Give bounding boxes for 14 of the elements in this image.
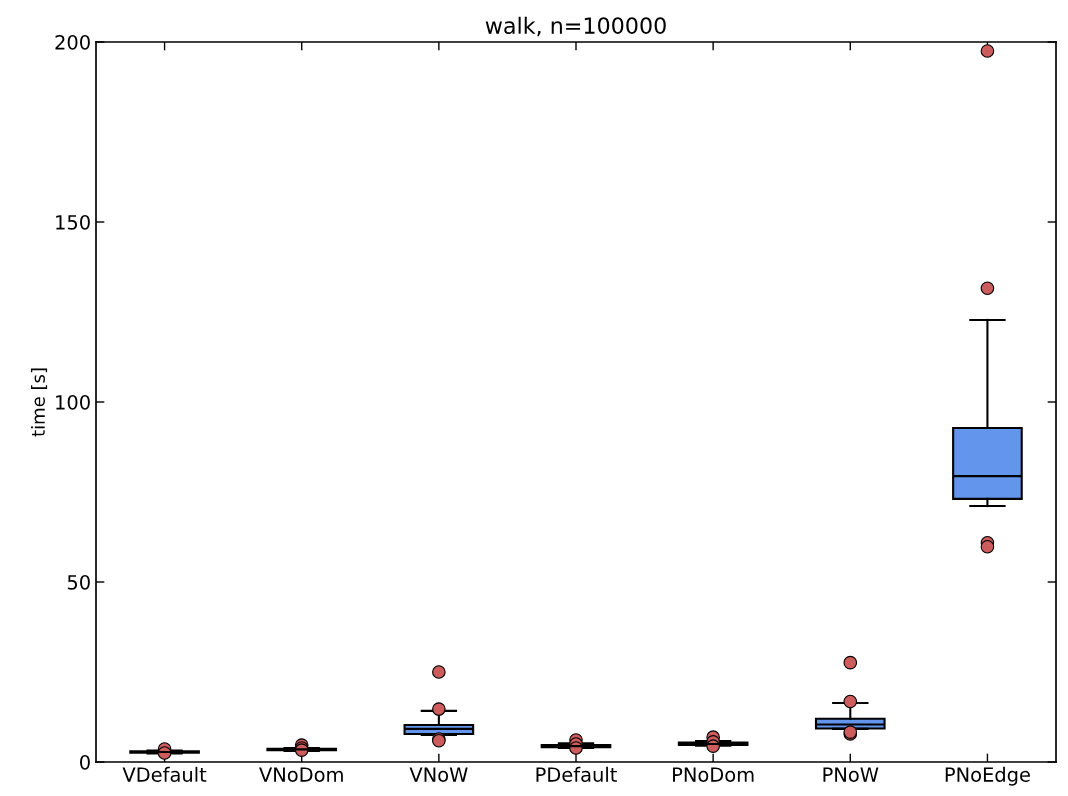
x-tick-label: VDefault <box>122 766 207 782</box>
chart-title: walk, n=100000 <box>485 16 666 37</box>
x-tick-label: PNoDom <box>673 767 754 782</box>
y-tick-label: 0 <box>80 754 90 770</box>
x-tick-label: VNoDom <box>259 767 343 782</box>
x-tick-label: PNoW <box>823 767 879 782</box>
y-tick-label: 200 <box>55 34 90 50</box>
y-tick-label: 50 <box>67 574 90 590</box>
x-tick-label: PNoEdge <box>945 766 1030 786</box>
y-axis-title: time [s] <box>30 368 48 437</box>
x-tick-label: VNoW <box>409 767 468 782</box>
x-tick-label: PDefault <box>536 766 617 782</box>
y-tick-label: 150 <box>56 214 90 230</box>
y-tick-label: 100 <box>56 394 90 410</box>
